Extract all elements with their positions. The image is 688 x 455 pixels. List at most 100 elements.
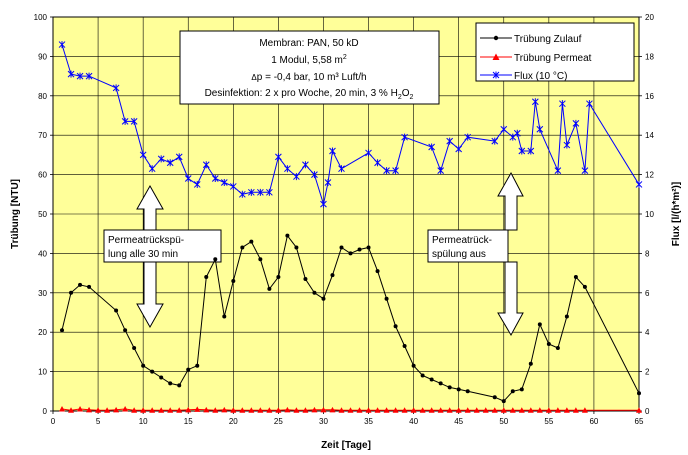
point-s2-41: [491, 137, 499, 145]
point-s1-13: [176, 407, 183, 413]
series-0: [60, 233, 641, 404]
point-s2-34: [392, 167, 399, 175]
point-s0-14: [204, 275, 209, 280]
point-s2-2: [76, 72, 84, 80]
point-s2-26: [311, 171, 318, 179]
point-s1-9: [140, 407, 147, 413]
point-s1-44: [455, 407, 462, 413]
point-s1-49: [500, 407, 507, 413]
point-s1-41: [428, 407, 435, 413]
y-tick-label-10: 10: [38, 368, 47, 377]
point-s2-7: [139, 151, 147, 159]
point-s0-31: [357, 247, 362, 252]
point-s2-9: [157, 155, 165, 163]
point-s1-20: [239, 407, 246, 413]
point-s1-55: [554, 407, 561, 413]
point-s0-28: [330, 273, 335, 278]
point-s1-46: [473, 407, 480, 413]
info-box: Membran: PAN, 50 kD 1 Modul, 5,58 m2 Δp …: [179, 30, 440, 105]
point-s0-15: [213, 257, 218, 262]
point-s0-53: [573, 275, 578, 280]
point-s0-40: [438, 381, 443, 386]
y2-tick-label-2: 2: [645, 368, 650, 377]
svg-text:Trübung Permeat: Trübung Permeat: [514, 53, 592, 64]
point-s1-6: [113, 406, 120, 413]
point-s0-25: [303, 277, 308, 282]
point-s2-30: [338, 165, 345, 173]
point-s2-39: [455, 145, 463, 153]
point-s0-4: [114, 308, 119, 313]
point-s0-45: [501, 399, 506, 404]
point-s1-23: [266, 407, 273, 413]
x-tick-label-20: 20: [229, 417, 238, 426]
point-s2-21: [266, 188, 273, 196]
y2-axis-label: Flux [l/(h*m²)]: [671, 182, 682, 246]
point-s0-39: [429, 377, 434, 382]
y-tick-label-80: 80: [38, 92, 47, 101]
point-s1-52: [527, 407, 534, 413]
point-s2-44: [513, 129, 521, 137]
y-axis-label: Trübung [NTU]: [10, 179, 21, 249]
point-s0-38: [420, 373, 425, 378]
point-s0-18: [240, 245, 245, 250]
point-s1-26: [293, 407, 300, 413]
point-s2-19: [247, 188, 255, 196]
point-s2-52: [572, 119, 580, 127]
point-s2-17: [229, 182, 237, 190]
x-tick-label-55: 55: [544, 417, 553, 426]
svg-text:Permeatrück-: Permeatrück-: [432, 235, 492, 246]
point-s1-8: [131, 407, 138, 413]
point-s1-24: [275, 407, 282, 413]
point-s1-36: [383, 407, 390, 413]
point-s1-7: [122, 406, 129, 412]
legend: Trübung Zulauf Trübung Permeat Flux (10 …: [475, 22, 635, 82]
point-s2-13: [193, 180, 201, 188]
point-s2-54: [586, 100, 593, 108]
y2-tick-label-4: 4: [645, 328, 650, 337]
info-line-1: Membran: PAN, 50 kD: [259, 38, 358, 49]
y2-tick-label-0: 0: [645, 407, 650, 416]
point-s1-4: [95, 407, 102, 413]
point-s2-35: [401, 133, 408, 141]
point-s1-12: [167, 407, 174, 413]
point-s0-51: [555, 345, 560, 350]
point-s1-32: [347, 407, 354, 413]
point-s1-27: [302, 407, 309, 413]
point-s1-34: [365, 407, 372, 413]
point-s0-48: [528, 361, 533, 366]
point-s1-1: [68, 407, 75, 413]
x-tick-label-65: 65: [635, 417, 644, 426]
point-s1-0: [59, 406, 66, 412]
point-s1-54: [545, 407, 552, 413]
point-s2-53: [581, 167, 589, 175]
point-s1-56: [563, 407, 570, 413]
point-s1-51: [518, 407, 525, 413]
point-s1-2: [77, 406, 84, 412]
point-s1-31: [338, 407, 345, 413]
point-s1-39: [410, 407, 417, 413]
y-tick-label-70: 70: [38, 131, 47, 140]
y2-tick-label-10: 10: [645, 210, 654, 219]
point-s0-5: [123, 328, 128, 333]
point-s1-43: [446, 407, 453, 413]
point-s0-34: [384, 296, 389, 301]
point-s2-10: [166, 159, 174, 167]
y-tick-label-20: 20: [38, 328, 47, 337]
info-line-2: 1 Modul, 5,58 m2: [271, 54, 347, 66]
y2-tick-label-12: 12: [645, 171, 654, 180]
series-2: [58, 41, 643, 208]
point-s1-58: [581, 407, 588, 413]
y2-tick-label-8: 8: [645, 249, 650, 258]
point-s1-37: [392, 407, 399, 413]
point-s2-24: [293, 173, 300, 181]
point-s0-10: [168, 381, 173, 386]
info-line-4: Desinfektion: 2 x pro Woche, 20 min, 3 %…: [205, 88, 414, 101]
point-s1-28: [311, 406, 318, 413]
point-s1-18: [221, 406, 228, 413]
point-s1-19: [230, 407, 237, 413]
point-s2-11: [175, 153, 183, 161]
point-s0-55: [637, 391, 641, 396]
point-s1-21: [248, 407, 255, 413]
point-s0-26: [312, 290, 317, 295]
